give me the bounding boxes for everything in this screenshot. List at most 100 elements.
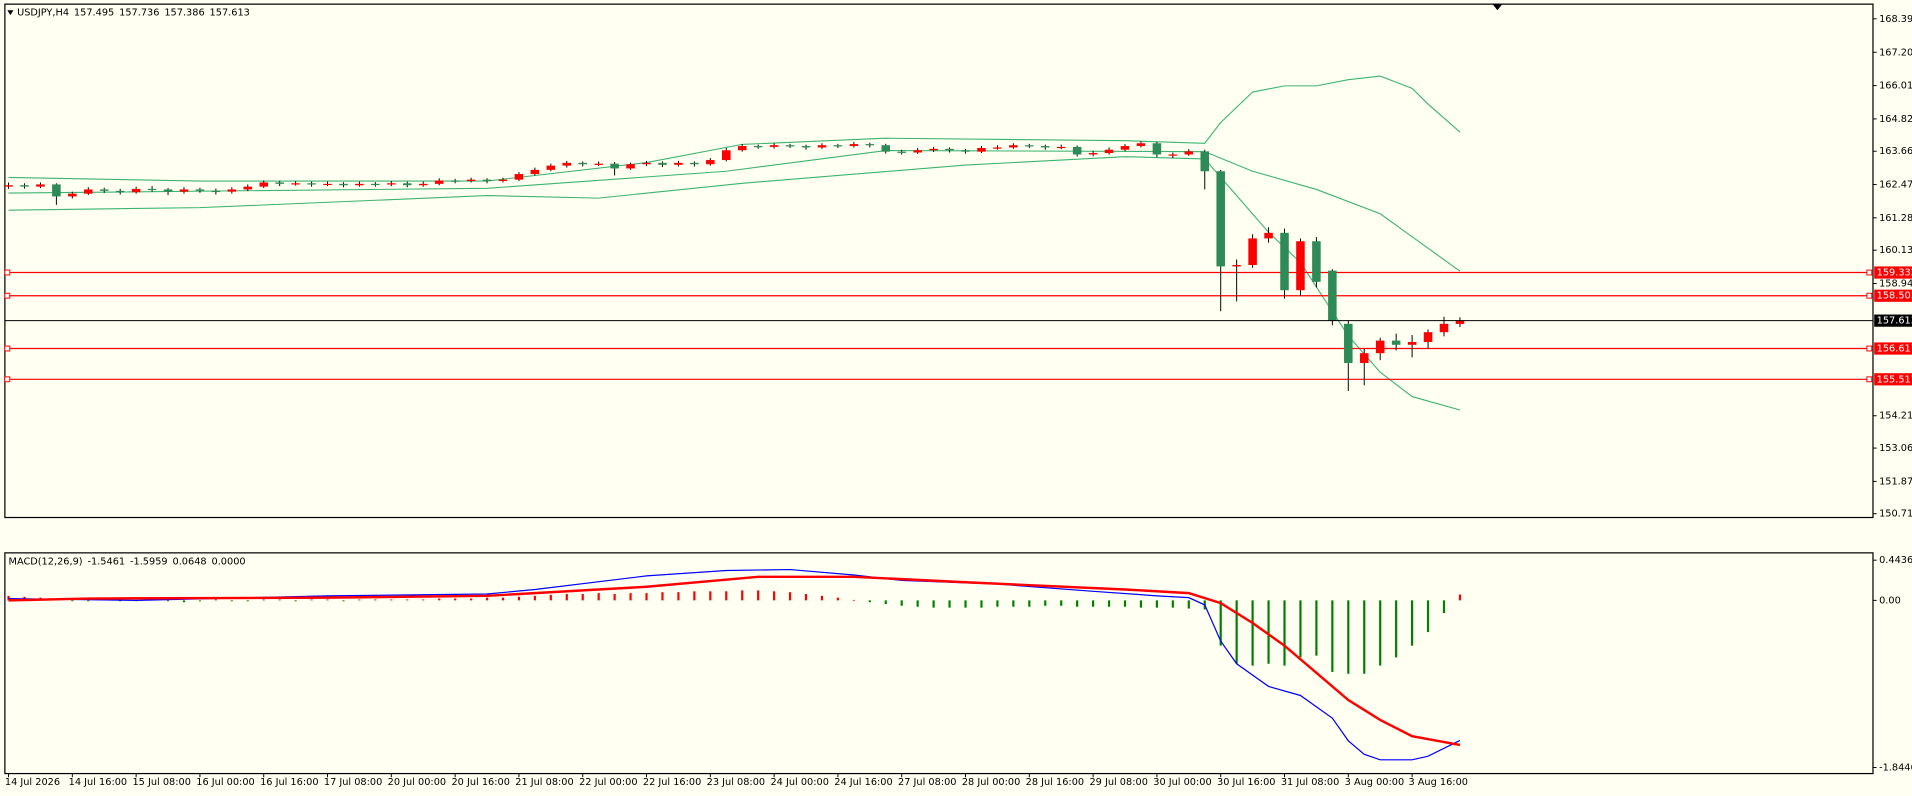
level-handle [4, 376, 11, 383]
candle-body [371, 183, 380, 186]
level-label: 159.332 [1877, 268, 1912, 279]
x-tick-label: 22 Jul 16:00 [643, 777, 701, 788]
histogram-bar [454, 598, 457, 601]
candle-body [450, 180, 460, 182]
candle-body [99, 189, 109, 191]
histogram-bar [342, 600, 345, 602]
candle-body [1136, 143, 1146, 147]
candle-body [801, 146, 811, 148]
histogram-bar [565, 594, 568, 601]
candle-body [849, 144, 859, 147]
candle-body [961, 150, 970, 152]
candle-body [1280, 232, 1289, 291]
histogram-bar [996, 600, 999, 607]
candle-body [865, 144, 875, 146]
candle-body [530, 169, 540, 175]
price-panel [4, 3, 1874, 519]
macd-line [8, 568, 1461, 761]
histogram-bar [1315, 600, 1318, 656]
histogram-bar [358, 599, 361, 601]
header-ohlc: 157.386 [164, 8, 204, 19]
candle-body [339, 183, 348, 186]
candle-body [323, 183, 332, 186]
level-handle [1866, 345, 1873, 352]
collapse-icon[interactable] [7, 10, 14, 16]
candle-body [1296, 241, 1305, 291]
candle-body [1184, 151, 1194, 155]
candle-body [977, 148, 986, 152]
candle-body [4, 185, 13, 187]
x-tick-label: 28 Jul 00:00 [962, 777, 1020, 788]
candle-body [498, 179, 508, 182]
level-handle [1866, 269, 1873, 276]
histogram-bar [820, 595, 824, 601]
level-label-bg [1874, 342, 1912, 355]
histogram-bar [1363, 600, 1366, 674]
candle-body [881, 145, 891, 152]
histogram-bar [741, 590, 744, 601]
x-tick-label: 31 Jul 08:00 [1281, 777, 1339, 788]
candle-body [546, 165, 556, 170]
histogram-bar [788, 592, 792, 601]
histogram-bar [868, 600, 871, 603]
candle-body [52, 184, 61, 197]
histogram-bar [406, 599, 409, 601]
histogram-bar [166, 600, 170, 602]
candle-body [753, 146, 763, 148]
histogram-bar [198, 600, 202, 602]
x-tick-label: 24 Jul 16:00 [834, 777, 892, 788]
histogram-bar [980, 600, 983, 608]
candle-body [20, 185, 29, 187]
histogram-bar [246, 600, 249, 602]
x-tick-label: 20 Jul 16:00 [451, 777, 509, 788]
candle-body [1120, 146, 1130, 150]
histogram-bar [119, 600, 122, 602]
histogram-bar [1267, 600, 1270, 664]
candle-body [434, 180, 444, 184]
candle-body [36, 184, 45, 187]
candle-body [1232, 265, 1241, 267]
histogram-bar [1155, 600, 1159, 608]
candle-body [1088, 153, 1098, 155]
y2-tick-label: 0.00 [1879, 595, 1901, 606]
histogram-bar [693, 591, 696, 601]
candle-body [131, 188, 141, 193]
y-tick-label: 163.665 [1879, 146, 1912, 157]
candle-body [179, 189, 189, 192]
x-tick-label: 30 Jul 16:00 [1217, 777, 1275, 788]
histogram-bar [900, 600, 903, 606]
candle-body [674, 162, 683, 165]
histogram-bar [597, 593, 600, 601]
candle-body [721, 150, 731, 161]
candle-body [275, 182, 284, 184]
level-label-bg [1874, 266, 1912, 279]
candle-body [833, 145, 843, 147]
x-tick-label: 22 Jul 00:00 [579, 777, 637, 788]
x-tick-label: 28 Jul 16:00 [1026, 777, 1084, 788]
histogram-bar [948, 600, 951, 608]
y-tick-label: 166.010 [1879, 81, 1912, 92]
histogram-bar [661, 592, 664, 601]
candle-body [929, 148, 938, 151]
x-tick-label: 15 Jul 08:00 [132, 777, 190, 788]
candle-body [291, 183, 300, 185]
histogram-bar [1092, 600, 1095, 607]
candle-body [1152, 143, 1162, 155]
histogram-bar [629, 593, 632, 601]
candle-body [1040, 146, 1050, 148]
histogram-bar [1458, 594, 1462, 601]
candle-body [626, 164, 635, 169]
candle-body [514, 174, 524, 180]
x-tick-label: 30 Jul 00:00 [1153, 777, 1211, 788]
histogram-bar [836, 597, 840, 601]
shift-marker[interactable] [1492, 4, 1503, 11]
candle-body [1168, 154, 1178, 156]
candle-body [466, 179, 476, 182]
candle-body [1439, 323, 1449, 333]
histogram-bar [1235, 600, 1238, 664]
histogram-bar [1044, 600, 1047, 606]
symbol: USDJPY,H4 [17, 8, 69, 19]
histogram-bar [1076, 600, 1079, 607]
